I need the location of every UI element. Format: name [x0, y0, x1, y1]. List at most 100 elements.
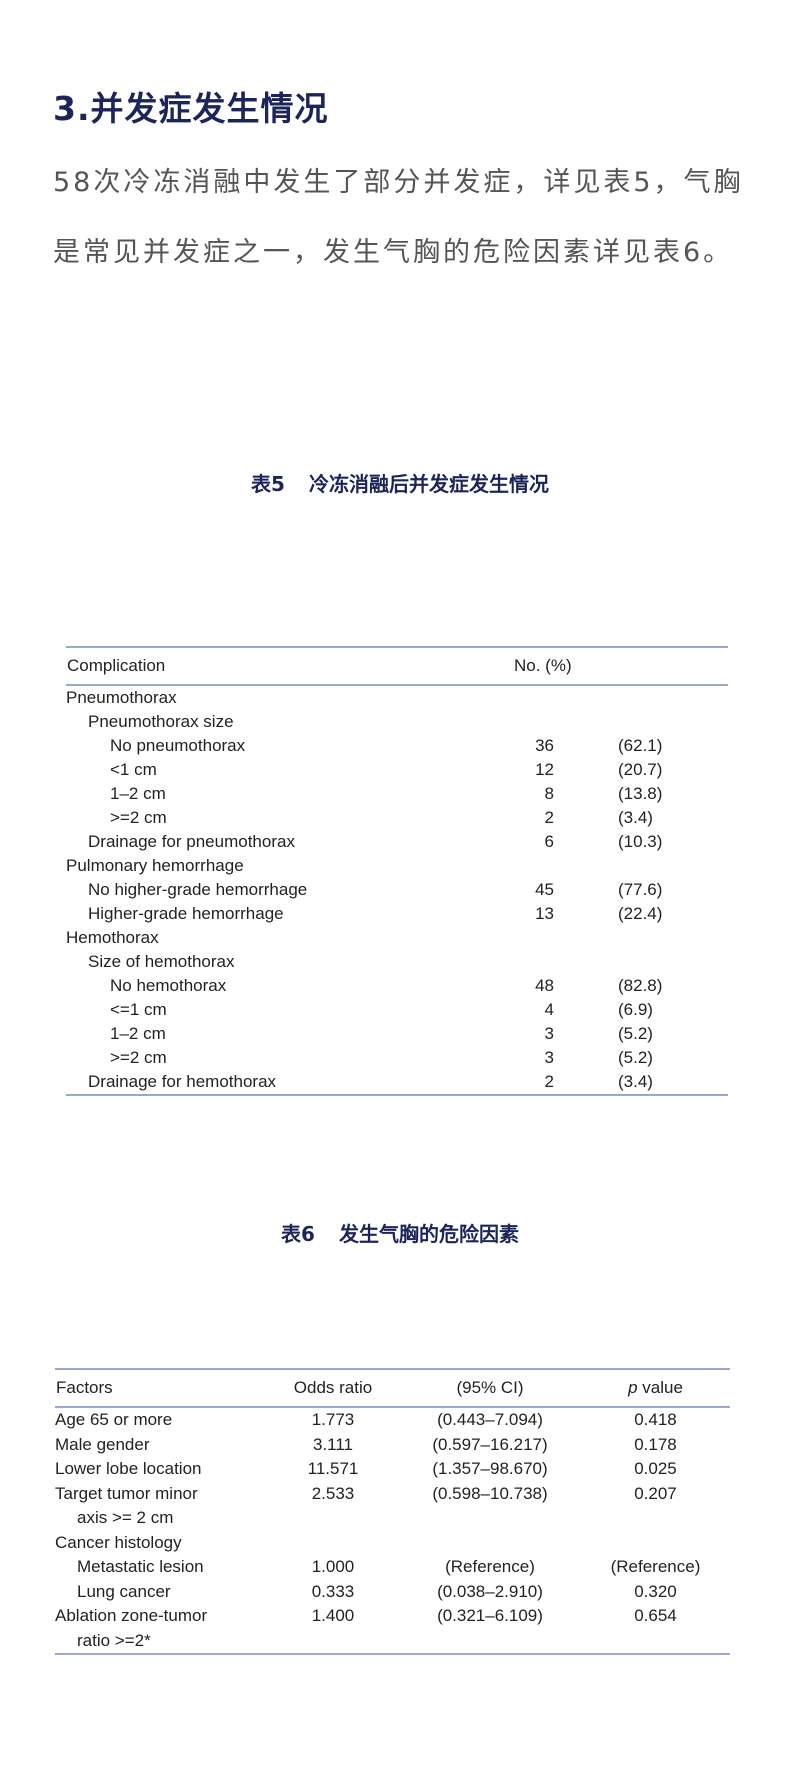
row-label: Drainage for pneumothorax	[88, 832, 295, 851]
table-row: Pulmonary hemorrhage	[66, 854, 728, 878]
complications-table: Complication No. (%) Pneumothorax Pneumot…	[66, 646, 728, 1096]
odds-ratio-cell: 1.400	[311, 1606, 355, 1625]
p-value-cell: 0.178	[634, 1434, 677, 1454]
table-row: >=2 cm 3 (5.2)	[66, 1046, 728, 1070]
percent-cell: (20.7)	[618, 760, 663, 779]
header-no-pct: No. (%)	[494, 647, 728, 686]
table-row: No pneumothorax 36 (62.1)	[66, 734, 728, 758]
p-value-cell	[581, 1629, 730, 1655]
row-label: Pneumothorax	[66, 688, 177, 707]
count-cell: 3	[544, 1048, 554, 1067]
body-paragraph: 58次冷冻消融中发生了部分并发症，详见表5，气胸是常见并发症之一，发生气胸的危险…	[53, 167, 744, 268]
table-row: Drainage for pneumothorax 6 (10.3)	[66, 830, 728, 854]
factor-label: Cancer histology	[55, 1532, 182, 1552]
odds-ratio-cell: 11.571	[307, 1459, 359, 1478]
table-row: Male gender 3.111 (0.597–16.217) 0.178	[55, 1433, 730, 1458]
percent-cell: (5.2)	[618, 1024, 653, 1043]
row-label: 1–2 cm	[110, 1024, 166, 1043]
odds-ratio-cell: 3.111	[312, 1434, 354, 1454]
count-cell: 45	[535, 880, 554, 899]
ci-cell	[399, 1506, 581, 1531]
table-row: Lower lobe location 11.571 (1.357–98.670) 0…	[55, 1457, 730, 1482]
table-row: Drainage for hemothorax 2 (3.4)	[66, 1070, 728, 1095]
count-cell	[494, 926, 554, 950]
p-value-cell: 0.418	[634, 1410, 677, 1429]
p-value-cell: 0.025	[634, 1459, 677, 1478]
table-row: axis >= 2 cm	[55, 1506, 730, 1531]
factor-label: Age 65 or more	[55, 1410, 173, 1429]
odds-ratio-cell	[267, 1531, 399, 1556]
factor-label: Lower lobe location	[55, 1459, 202, 1478]
table5-caption-number: 表5	[251, 472, 285, 496]
table-row: 1–2 cm 3 (5.2)	[66, 1022, 728, 1046]
table-row: Hemothorax	[66, 926, 728, 950]
count-cell	[494, 854, 554, 878]
value-label: value	[637, 1378, 683, 1397]
header-complication: Complication	[66, 647, 494, 686]
percent-cell: (5.2)	[618, 1048, 653, 1067]
count-cell: 8	[544, 784, 554, 803]
p-value-cell: 0.207	[634, 1483, 677, 1503]
header-factors: Factors	[55, 1369, 267, 1408]
table-row: Target tumor minor 2.533 (0.598–10.738) 0.2…	[55, 1482, 730, 1507]
row-label: 1–2 cm	[110, 784, 166, 803]
factor-label: Metastatic lesion	[77, 1557, 204, 1576]
count-cell	[494, 950, 554, 974]
count-cell: 4	[544, 1000, 554, 1019]
row-label: Drainage for hemothorax	[88, 1072, 277, 1091]
percent-cell: (62.1)	[618, 736, 663, 755]
percent-cell	[554, 854, 728, 878]
p-symbol: p	[628, 1378, 638, 1397]
count-cell: 2	[544, 1072, 554, 1091]
row-label: <=1 cm	[110, 1000, 167, 1019]
ci-cell: (0.598–10.738)	[432, 1483, 548, 1503]
factor-label: ratio >=2*	[77, 1630, 151, 1650]
row-label: No pneumothorax	[110, 736, 246, 755]
odds-ratio-cell: 1.773	[311, 1410, 355, 1429]
table5-caption: 表5 冷冻消融后并发症发生情况	[0, 468, 800, 497]
table-row: No hemothorax 48 (82.8)	[66, 974, 728, 998]
odds-ratio-cell	[267, 1506, 399, 1531]
table-row: Size of hemothorax	[66, 950, 728, 974]
table-row: Pneumothorax	[66, 685, 728, 710]
factor-label: axis >= 2 cm	[77, 1508, 174, 1527]
ci-cell	[399, 1629, 581, 1655]
header-ci: (95% CI)	[399, 1369, 581, 1408]
row-label: Higher-grade hemorrhage	[88, 904, 284, 923]
table-row: Pneumothorax size	[66, 710, 728, 734]
percent-cell	[554, 950, 728, 974]
row-label: Size of hemothorax	[88, 952, 235, 971]
odds-ratio-cell	[267, 1629, 399, 1655]
odds-ratio-cell: 2.533	[311, 1483, 355, 1503]
table-row: >=2 cm 2 (3.4)	[66, 806, 728, 830]
percent-cell	[554, 926, 728, 950]
factor-label: Lung cancer	[77, 1581, 171, 1601]
count-cell: 36	[535, 736, 554, 755]
risk-factors-table: Factors Odds ratio (95% CI) p value Age …	[55, 1368, 730, 1655]
table-row: <=1 cm 4 (6.9)	[66, 998, 728, 1022]
count-cell	[494, 710, 554, 734]
count-cell: 2	[544, 808, 554, 827]
factor-label: Ablation zone-tumor	[55, 1606, 208, 1625]
row-label: Pulmonary hemorrhage	[66, 856, 244, 875]
table-row: Higher-grade hemorrhage 13 (22.4)	[66, 902, 728, 926]
percent-cell: (3.4)	[618, 1072, 653, 1091]
row-label: >=2 cm	[110, 1048, 167, 1067]
row-label: >=2 cm	[110, 808, 167, 827]
table-row: Ablation zone-tumor 1.400 (0.321–6.109) 0.6…	[55, 1604, 730, 1629]
percent-cell: (77.6)	[618, 880, 663, 899]
table-row: Lung cancer 0.333 (0.038–2.910) 0.320	[55, 1580, 730, 1605]
count-cell: 6	[544, 832, 554, 851]
count-cell: 48	[535, 976, 554, 995]
table-row: 1–2 cm 8 (13.8)	[66, 782, 728, 806]
ci-cell: (0.038–2.910)	[437, 1581, 543, 1601]
ci-cell: (0.321–6.109)	[437, 1606, 543, 1625]
count-cell	[494, 685, 554, 710]
p-value-cell: (Reference)	[610, 1557, 701, 1576]
row-label: Hemothorax	[66, 928, 159, 947]
p-value-cell	[581, 1531, 730, 1556]
header-odds-ratio: Odds ratio	[267, 1369, 399, 1408]
percent-cell	[554, 685, 728, 710]
row-label: No higher-grade hemorrhage	[88, 880, 308, 899]
header-p-value: p value	[581, 1369, 730, 1408]
